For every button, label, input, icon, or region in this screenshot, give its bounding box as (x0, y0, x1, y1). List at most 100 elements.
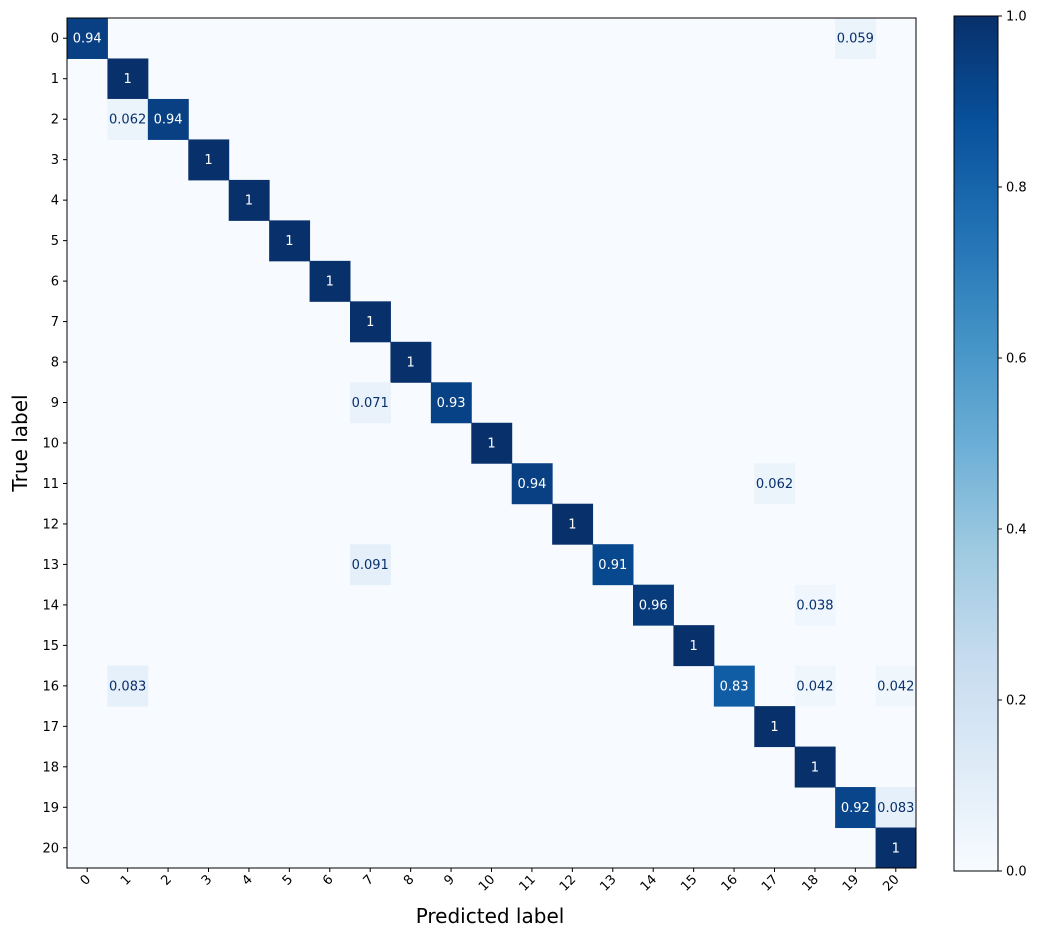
y-tick-label: 9 (51, 396, 59, 411)
cell-value-label: 1 (690, 639, 698, 654)
colorbar-tick-label: 0.8 (1006, 181, 1027, 196)
cell-value-label: 1 (245, 194, 253, 209)
cell-value-label: 0.042 (796, 679, 833, 694)
x-tick-label: 9 (441, 872, 457, 888)
heatmap-cell (552, 503, 594, 545)
y-tick-label: 5 (51, 234, 59, 249)
heatmap-cell (794, 665, 836, 707)
y-tick-label: 8 (51, 356, 59, 371)
heatmap-cell (350, 382, 391, 424)
x-tick-label: 6 (320, 872, 336, 888)
cell-value-label: 0.083 (109, 679, 146, 694)
heatmap-cell (309, 260, 351, 302)
heatmap-cell (350, 301, 391, 343)
heatmap-cell (390, 341, 432, 383)
x-tick-label: 15 (678, 872, 700, 894)
cell-value-label: 1 (892, 841, 900, 856)
colorbar-tick-label: 0.2 (1006, 694, 1027, 709)
x-tick-label: 4 (239, 872, 255, 888)
heatmap-cell (188, 139, 230, 181)
cell-value-label: 0.059 (837, 32, 874, 47)
heatmap-cell (228, 179, 270, 221)
cell-value-label: 0.91 (598, 558, 627, 573)
cell-value-label: 1 (770, 720, 778, 735)
heatmap-cell (875, 787, 917, 829)
y-tick-label: 14 (42, 598, 59, 613)
x-tick-label: 0 (78, 872, 94, 888)
cell-value-label: 0.94 (73, 32, 102, 47)
cell-value-label: 1 (407, 356, 415, 371)
cell-value-label: 0.83 (720, 679, 749, 694)
y-tick-label: 3 (51, 153, 59, 168)
y-axis-title: True label (8, 394, 32, 492)
x-tick-label: 2 (158, 872, 174, 888)
colorbar-ticks: 0.0 0.2 0.4 0.6 0.8 1.0 (998, 10, 1027, 880)
y-tick-label: 2 (51, 113, 59, 128)
heatmap-cell (794, 584, 836, 626)
y-tick-label: 1 (51, 72, 59, 87)
y-tick-label: 17 (42, 720, 59, 735)
heatmap-cell (430, 382, 472, 424)
cell-value-label: 0.92 (841, 801, 870, 816)
y-tick-label: 4 (51, 194, 59, 209)
heatmap-cell (67, 18, 108, 59)
heatmap-cell (875, 665, 917, 707)
heatmap-cell (107, 58, 149, 100)
x-tick-label: 11 (516, 872, 538, 894)
colorbar: 0.0 0.2 0.4 0.6 0.8 1.0 (953, 10, 1027, 880)
heatmap-cell (754, 706, 796, 748)
heatmap-cell (835, 787, 877, 829)
heatmap-cell (511, 463, 553, 505)
cell-value-label: 1 (487, 437, 495, 452)
x-tick-label: 20 (880, 872, 902, 894)
cell-value-label: 0.96 (639, 598, 668, 613)
x-tick-label: 8 (401, 872, 417, 888)
y-tick-label: 6 (51, 275, 59, 290)
heatmap-cell (269, 220, 311, 262)
colorbar-tick-label: 0.0 (1006, 865, 1027, 880)
x-tick-label: 10 (476, 872, 498, 894)
colorbar-tick-label: 1.0 (1006, 10, 1027, 25)
y-tick-label: 19 (42, 801, 59, 816)
cell-value-label: 0.94 (517, 477, 546, 492)
heatmap-cell (107, 98, 149, 140)
colorbar-gradient (953, 15, 999, 872)
colorbar-tick-label: 0.4 (1006, 523, 1027, 538)
x-tick-label: 16 (719, 872, 741, 894)
x-tick-label: 17 (759, 872, 781, 894)
cell-labels: 0.94 0.059 1 0.062 0.94 1 1 1 1 1 1 0.071 0.93 1 0.94 0… (73, 32, 915, 857)
heatmap-cell (107, 665, 149, 707)
cell-value-label: 1 (366, 315, 374, 330)
heatmap-cell (794, 746, 836, 788)
y-tick-label: 11 (42, 477, 59, 492)
x-tick-label: 3 (199, 872, 215, 888)
y-tick-label: 12 (42, 517, 59, 532)
heatmap-cell (633, 584, 674, 626)
x-tick-label: 1 (118, 872, 134, 888)
y-tick-label: 10 (42, 437, 59, 452)
y-tick-label: 15 (42, 639, 59, 654)
cell-value-label: 0.038 (796, 598, 833, 613)
cell-value-label: 1 (124, 72, 132, 87)
cell-value-label: 1 (204, 153, 212, 168)
cell-value-label: 0.94 (154, 113, 183, 128)
cell-value-label: 1 (326, 275, 334, 290)
heatmap-cell (471, 422, 513, 464)
y-tick-label: 16 (42, 679, 59, 694)
x-tick-label: 12 (557, 872, 579, 894)
cell-value-label: 0.071 (352, 396, 389, 411)
cell-value-label: 0.062 (109, 113, 146, 128)
heatmap-cell (713, 665, 755, 707)
x-tick-label: 19 (840, 872, 862, 894)
cell-value-label: 1 (568, 517, 576, 532)
x-tick-label: 7 (361, 872, 377, 888)
cell-value-label: 0.091 (352, 558, 389, 573)
heatmap-cell (147, 98, 189, 140)
cell-value-label: 0.93 (437, 396, 466, 411)
x-tick-label: 5 (280, 872, 296, 888)
heatmap-cell (673, 625, 715, 667)
cell-value-label: 1 (285, 234, 293, 249)
cell-value-label: 0.062 (756, 477, 793, 492)
